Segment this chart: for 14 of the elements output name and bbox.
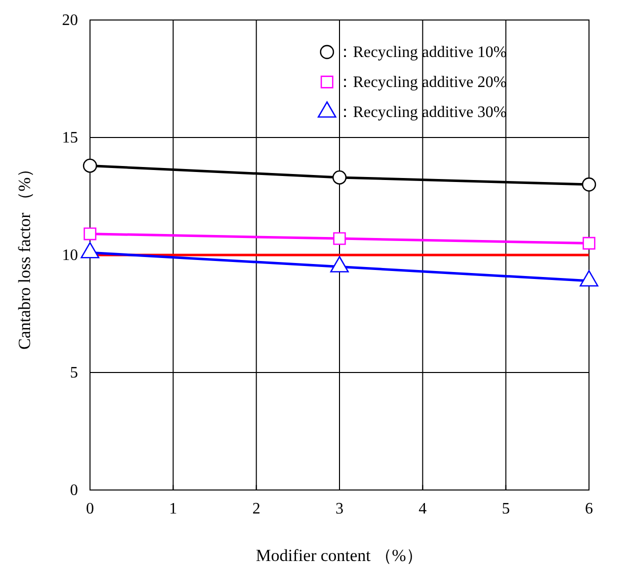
y-tick-label: 5 — [70, 364, 78, 382]
x-axis-title: Modifier content （%） — [256, 546, 424, 565]
x-tick-label: 1 — [169, 500, 178, 518]
x-tick-label: 2 — [252, 500, 260, 518]
x-tick-label: 4 — [418, 500, 427, 518]
x-tick-label: 0 — [86, 500, 94, 518]
x-tick-label: 3 — [336, 500, 344, 518]
x-tick-label: 5 — [502, 500, 510, 518]
y-tick-label: 10 — [62, 247, 78, 264]
x-tick-label: 6 — [585, 500, 593, 518]
y-tick-label: 15 — [62, 130, 78, 147]
y-tick-label: 20 — [62, 12, 78, 30]
y-tick-label: 0 — [70, 482, 78, 500]
y-axis-title: Cantabro loss factor （%） — [15, 160, 34, 350]
